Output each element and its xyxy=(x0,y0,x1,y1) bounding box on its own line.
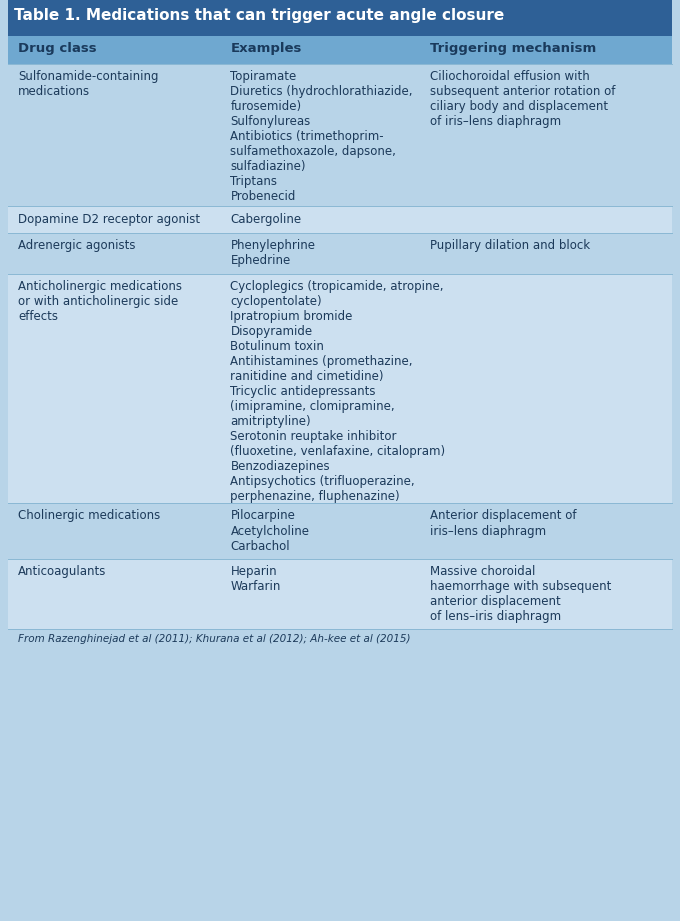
Bar xyxy=(8,559,672,629)
Bar xyxy=(8,206,672,233)
Text: Adrenergic agonists: Adrenergic agonists xyxy=(18,239,135,252)
Text: Sulfonamide-containing
medications: Sulfonamide-containing medications xyxy=(18,70,158,98)
Bar xyxy=(8,629,672,651)
Text: Phenylephrine
Ephedrine: Phenylephrine Ephedrine xyxy=(231,239,316,267)
Text: Anticholinergic medications
or with anticholinergic side
effects: Anticholinergic medications or with anti… xyxy=(18,280,182,323)
Text: Triggering mechanism: Triggering mechanism xyxy=(430,42,596,55)
Bar xyxy=(8,274,672,504)
Text: Anticoagulants: Anticoagulants xyxy=(18,565,106,578)
Bar xyxy=(672,0,680,921)
Text: Table 1. Medications that can trigger acute angle closure: Table 1. Medications that can trigger ac… xyxy=(14,8,505,23)
Bar xyxy=(0,0,8,921)
Text: Pilocarpine
Acetylcholine
Carbachol: Pilocarpine Acetylcholine Carbachol xyxy=(231,509,309,553)
Text: Anterior displacement of
iris–lens diaphragm: Anterior displacement of iris–lens diaph… xyxy=(430,509,576,538)
Text: Massive choroidal
haemorrhage with subsequent
anterior displacement
of lens–iris: Massive choroidal haemorrhage with subse… xyxy=(430,565,611,623)
Text: Pupillary dilation and block: Pupillary dilation and block xyxy=(430,239,590,252)
Text: Examples: Examples xyxy=(231,42,302,55)
Text: Cholinergic medications: Cholinergic medications xyxy=(18,509,160,522)
Bar xyxy=(8,504,672,559)
Bar xyxy=(8,36,672,64)
Bar xyxy=(0,651,680,921)
Text: Topiramate
Diuretics (hydrochlorathiazide,
furosemide)
Sulfonylureas
Antibiotics: Topiramate Diuretics (hydrochlorathiazid… xyxy=(231,70,413,203)
Bar xyxy=(8,233,672,274)
Text: From Razenghinejad et al (2011); Khurana et al (2012); Ah-kee et al (2015): From Razenghinejad et al (2011); Khurana… xyxy=(18,634,411,644)
Text: Heparin
Warfarin: Heparin Warfarin xyxy=(231,565,281,593)
Text: Dopamine D2 receptor agonist: Dopamine D2 receptor agonist xyxy=(18,213,200,226)
Text: Drug class: Drug class xyxy=(18,42,97,55)
Bar xyxy=(8,0,672,36)
Text: Cycloplegics (tropicamide, atropine,
cyclopentolate)
Ipratropium bromide
Disopyr: Cycloplegics (tropicamide, atropine, cyc… xyxy=(231,280,445,503)
Text: Ciliochoroidal effusion with
subsequent anterior rotation of
ciliary body and di: Ciliochoroidal effusion with subsequent … xyxy=(430,70,615,128)
Text: Cabergoline: Cabergoline xyxy=(231,213,301,226)
Bar xyxy=(8,64,672,206)
